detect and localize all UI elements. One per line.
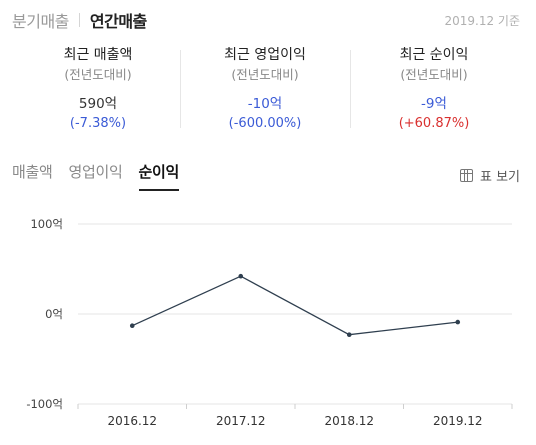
data-point [346, 332, 352, 337]
metric-tabs: 매출액 영업이익 순이익 [12, 161, 195, 191]
tab-operating-profit[interactable]: 영업이익 [68, 163, 123, 181]
net-income-chart: 100억 0억 -100억 2016.12 2017.12 2018.12 2019.12 [26, 217, 513, 428]
as-of-date: 2019.12 기준 [444, 14, 520, 28]
tab-divider [78, 13, 80, 27]
tab-quarterly-sales[interactable]: 분기매출 [12, 12, 69, 31]
stat-change: (-7.38%) [69, 116, 127, 131]
tab-sales[interactable]: 매출액 [12, 163, 53, 181]
y-tick-label: 100억 [30, 217, 63, 231]
stat-sales: 최근 매출액 (전년도대비) 590억 (-7.38%) [33, 45, 163, 134]
y-tick-label: -100억 [26, 397, 63, 411]
series-line [131, 275, 458, 336]
stat-divider [350, 50, 351, 128]
summary-stats: 최근 매출액 (전년도대비) 590억 (-7.38%) 최근 영업이익 (전년… [0, 45, 536, 140]
x-tick-label: 2018.12 [324, 414, 374, 428]
stat-title: 최근 순이익 [399, 47, 469, 63]
data-point [238, 273, 244, 279]
stat-title: 최근 매출액 [63, 47, 133, 63]
x-tick-label: 2017.12 [216, 414, 266, 428]
stat-subtitle: (전년도대비) [231, 67, 299, 82]
table-icon [459, 169, 473, 182]
stat-title: 최근 영업이익 [224, 47, 306, 63]
tab-net-income[interactable]: 순이익 [138, 161, 179, 191]
stat-subtitle: (전년도대비) [400, 67, 468, 82]
stat-subtitle: (전년도대비) [64, 67, 132, 82]
x-tick-label: 2019.12 [433, 414, 483, 428]
stat-value: -10억 [247, 96, 283, 112]
data-point [455, 319, 461, 325]
data-point [129, 323, 135, 328]
period-tabs: 분기매출 연간매출 [12, 9, 147, 31]
stat-value: -9억 [421, 96, 447, 112]
stat-net-income: 최근 순이익 (전년도대비) -9억 (+60.87%) [369, 45, 499, 134]
table-view-button[interactable]: 표 보기 [459, 166, 520, 185]
stat-change: (-600.00%) [228, 116, 302, 131]
stat-operating-profit: 최근 영업이익 (전년도대비) -10억 (-600.00%) [200, 45, 330, 134]
y-tick-label: 0억 [45, 307, 63, 321]
table-view-label: 표 보기 [479, 170, 520, 185]
stat-divider [180, 50, 181, 128]
stat-value: 590억 [78, 96, 118, 112]
x-tick-label: 2016.12 [107, 414, 157, 428]
tab-annual-sales[interactable]: 연간매출 [89, 12, 147, 31]
stat-change: (+60.87%) [398, 116, 470, 131]
